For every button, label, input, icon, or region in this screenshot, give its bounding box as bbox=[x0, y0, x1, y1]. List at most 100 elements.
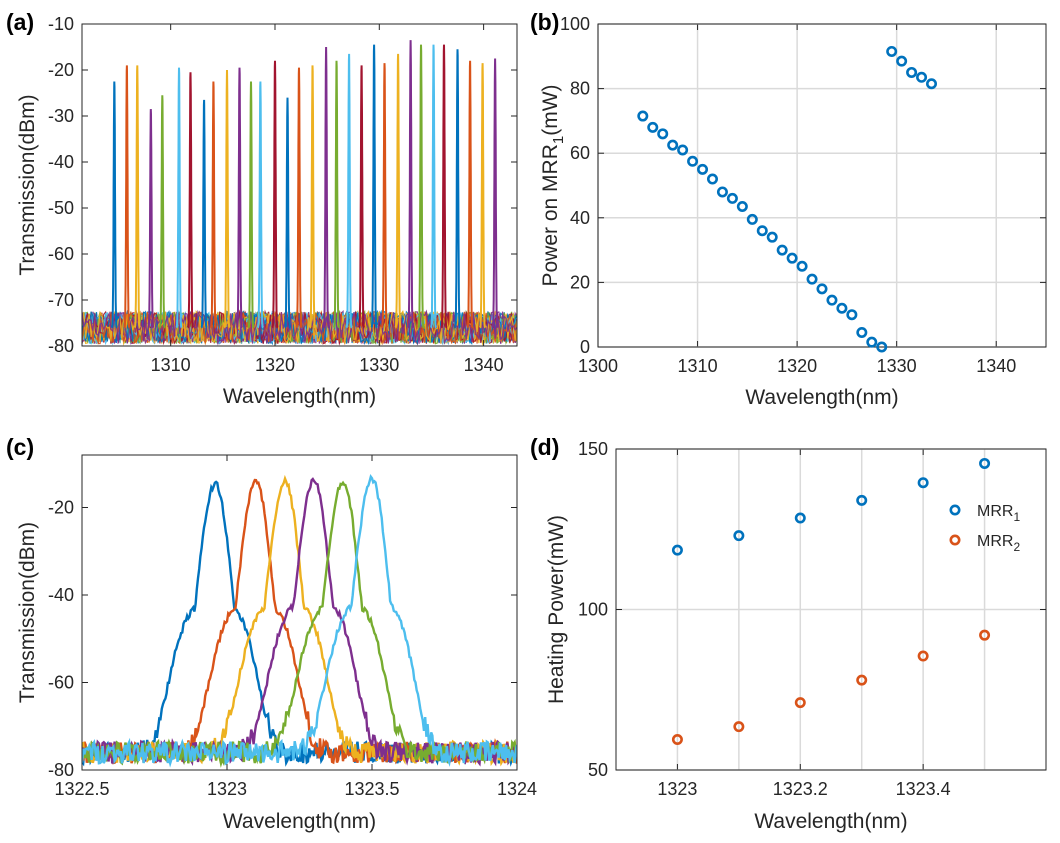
panel-c-y-tick-label: -20 bbox=[48, 498, 74, 518]
panel-a-peak bbox=[223, 69, 231, 329]
panel-d-x-axis-label: Wavelength(nm) bbox=[754, 810, 907, 833]
panel-b-point bbox=[896, 55, 908, 67]
panel-a-peak bbox=[322, 46, 330, 329]
panel-a-peak bbox=[491, 58, 499, 329]
legend-label-main: MRR bbox=[977, 503, 1013, 520]
panel-a-peak bbox=[358, 65, 365, 329]
panel-d-y-tick-label: 150 bbox=[578, 439, 608, 459]
panel-b-y-tick-label: 60 bbox=[570, 143, 590, 163]
panel-b-x-tick-label: 1310 bbox=[678, 356, 718, 376]
panel-b-y-axis-label: Power on MRR1(mW) bbox=[539, 84, 567, 286]
panel-a-peak bbox=[110, 81, 118, 329]
panel-a-peak bbox=[479, 63, 487, 329]
legend-label-sub: 1 bbox=[1013, 510, 1020, 524]
panel-a-peak bbox=[394, 53, 402, 329]
panel-b-x-tick-label: 1320 bbox=[777, 356, 817, 376]
panel-a-y-tick-label: -70 bbox=[48, 290, 74, 310]
panel-a-y-tick-label: -60 bbox=[48, 244, 74, 264]
panel-d-point-series-1 bbox=[671, 544, 683, 556]
panel-a-peak bbox=[380, 63, 389, 329]
panel-b-point bbox=[706, 173, 718, 185]
panel-b-x-tick-label: 1300 bbox=[578, 356, 618, 376]
panel-d-y-tick-label: 50 bbox=[588, 760, 608, 780]
panel-d-legend-marker-1 bbox=[949, 504, 961, 516]
panel-d-point-series-1 bbox=[794, 512, 806, 524]
panel-a-peak bbox=[133, 65, 141, 329]
panel-a-x-tick-label: 1310 bbox=[151, 355, 191, 375]
panel-a-peak bbox=[466, 60, 474, 329]
panel-a-y-axis-label: Transmission(dBm) bbox=[16, 94, 39, 275]
panel-d-point-series-2 bbox=[794, 697, 806, 709]
panel-a-peak bbox=[407, 40, 415, 329]
panel-c-y-axis-label: Transmission(dBm) bbox=[16, 522, 39, 703]
panel-b-y-tick-label: 40 bbox=[570, 208, 590, 228]
panel-a-y-tick-label: -10 bbox=[48, 14, 74, 34]
panel-b-point bbox=[637, 110, 649, 122]
panel-c-x-axis-label: Wavelength(nm) bbox=[223, 810, 376, 833]
panel-d-point-series-1 bbox=[979, 457, 991, 469]
panel-d-x-tick-label: 1323.4 bbox=[896, 779, 951, 799]
panel-a-x-tick-label: 1320 bbox=[255, 355, 295, 375]
panel-b-point bbox=[916, 71, 928, 83]
panel-a-peak bbox=[158, 95, 166, 329]
panel-b-y-tick-label: 100 bbox=[560, 14, 590, 34]
panel-a-label: (a) bbox=[6, 9, 34, 35]
panel-d-border-axes-box bbox=[615, 448, 1047, 771]
panel-b-point bbox=[667, 139, 679, 151]
panel-d-legend-label-2: MRR2 bbox=[977, 533, 1020, 554]
panel-a-y-tick-label: -30 bbox=[48, 106, 74, 126]
panel-a-peak bbox=[210, 81, 217, 329]
panel-a-noise-trace bbox=[82, 309, 517, 345]
panel-b-point bbox=[697, 163, 709, 175]
panel-a-peak bbox=[123, 65, 131, 329]
panel-b-point bbox=[866, 336, 878, 348]
panel-a-peak bbox=[271, 60, 279, 329]
panel-a: 1310 1320 1330 1340 -80 -70 -60 -50 -40 -30 -20 -10… bbox=[6, 9, 518, 408]
panel-b-x-tick-label: 1340 bbox=[976, 356, 1016, 376]
panel-a-axes-box bbox=[81, 23, 518, 347]
panel-a-peak bbox=[333, 60, 341, 329]
panel-b-axes-box bbox=[597, 23, 1047, 348]
panel-a-y-tick-label: -20 bbox=[48, 60, 74, 80]
panel-b-point bbox=[816, 283, 828, 295]
panel-d-point-series-2 bbox=[917, 650, 929, 662]
panel-b-border-axes-box bbox=[597, 23, 1047, 348]
panel-a-peak bbox=[175, 67, 183, 329]
panel-b-point bbox=[766, 231, 778, 243]
panel-b-point bbox=[826, 294, 838, 306]
panel-b-point bbox=[647, 121, 659, 133]
panel-b-label: (b) bbox=[530, 9, 559, 35]
panel-d-point-series-1 bbox=[856, 494, 868, 506]
panel-c-series-group bbox=[82, 473, 517, 768]
panel-a-peak bbox=[235, 67, 244, 329]
panel-a-y-tick-label: -40 bbox=[48, 152, 74, 172]
panel-a-peak bbox=[417, 44, 425, 329]
panel-d-legend-marker-2 bbox=[949, 534, 961, 546]
panel-b-point bbox=[677, 144, 689, 156]
panel-d: 1323 1323.2 1323.450100150MRR1MRR2Waveleng… bbox=[530, 434, 1047, 833]
panel-a-peak bbox=[430, 44, 437, 329]
panel-c-series-line bbox=[82, 478, 517, 765]
panel-c-y-tick-label: -40 bbox=[48, 585, 74, 605]
panel-b-point bbox=[806, 273, 818, 285]
panel-b-point bbox=[906, 66, 918, 78]
panel-c-series-line bbox=[82, 480, 517, 768]
panel-c-x-tick-label: 1323.5 bbox=[344, 779, 399, 799]
panel-d-y-tick-label: 100 bbox=[578, 600, 608, 620]
panel-a-peak bbox=[247, 81, 255, 329]
panel-a-x-tick-label: 1330 bbox=[359, 355, 399, 375]
panel-a-peak bbox=[440, 44, 448, 329]
panel-d-label: (d) bbox=[530, 434, 559, 460]
panel-d-x-tick-label: 1323 bbox=[657, 779, 697, 799]
panel-d-point-series-2 bbox=[671, 734, 683, 746]
panel-a-peak bbox=[454, 49, 461, 329]
panel-a-y-tick-label: -50 bbox=[48, 198, 74, 218]
panel-b-point bbox=[657, 128, 669, 140]
panel-b-point bbox=[846, 309, 858, 321]
panel-c-series-line bbox=[82, 480, 517, 767]
panel-b-point bbox=[687, 155, 699, 167]
panel-b-point bbox=[776, 244, 788, 256]
panel-b-point bbox=[736, 200, 748, 212]
panel-d-point-series-1 bbox=[917, 477, 929, 489]
legend-label-main: MRR bbox=[977, 533, 1013, 550]
